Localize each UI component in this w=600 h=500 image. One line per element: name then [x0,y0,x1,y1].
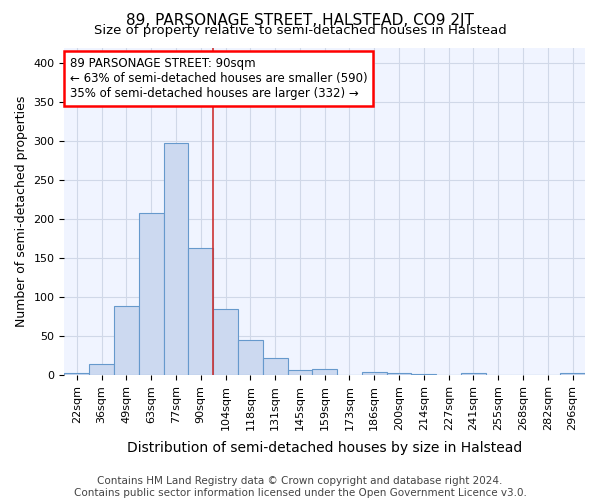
Text: Contains HM Land Registry data © Crown copyright and database right 2024.
Contai: Contains HM Land Registry data © Crown c… [74,476,526,498]
Bar [114,306,139,375]
Bar [238,340,263,375]
Bar [362,372,386,375]
Bar [213,309,238,375]
Bar [461,374,486,375]
Bar [386,372,412,375]
Text: Size of property relative to semi-detached houses in Halstead: Size of property relative to semi-detach… [94,24,506,37]
Bar [89,364,114,375]
Bar [164,142,188,375]
Bar [287,370,313,375]
Bar [64,372,89,375]
Bar [263,358,287,375]
Bar [188,248,213,375]
Bar [412,374,436,375]
Text: 89 PARSONAGE STREET: 90sqm
← 63% of semi-detached houses are smaller (590)
35% o: 89 PARSONAGE STREET: 90sqm ← 63% of semi… [70,58,367,100]
X-axis label: Distribution of semi-detached houses by size in Halstead: Distribution of semi-detached houses by … [127,441,523,455]
Text: 89, PARSONAGE STREET, HALSTEAD, CO9 2JT: 89, PARSONAGE STREET, HALSTEAD, CO9 2JT [126,12,474,28]
Y-axis label: Number of semi-detached properties: Number of semi-detached properties [15,96,28,327]
Bar [560,372,585,375]
Bar [139,213,164,375]
Bar [313,369,337,375]
